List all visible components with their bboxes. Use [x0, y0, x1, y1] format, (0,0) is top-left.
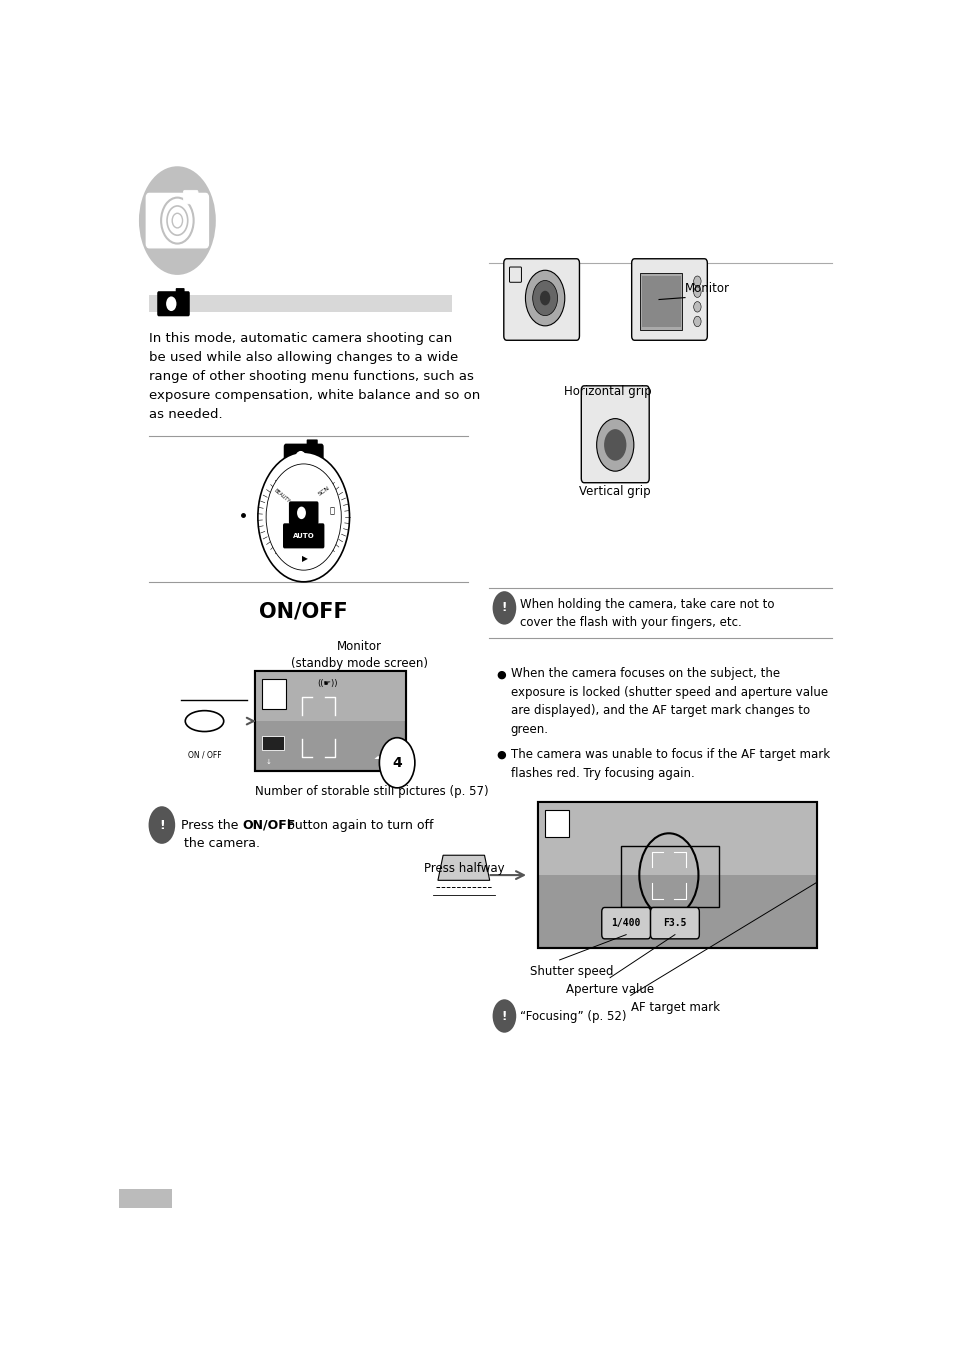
Text: ON/OFF: ON/OFF — [242, 818, 295, 832]
FancyBboxPatch shape — [650, 908, 699, 939]
Text: AF target mark: AF target mark — [630, 1000, 719, 1014]
FancyBboxPatch shape — [175, 288, 184, 297]
Circle shape — [492, 592, 516, 624]
Circle shape — [149, 806, 175, 844]
Circle shape — [693, 316, 700, 327]
FancyBboxPatch shape — [306, 440, 317, 451]
Text: In this mode, automatic camera shooting can
be used while also allowing changes : In this mode, automatic camera shooting … — [149, 332, 479, 421]
Text: ((☛)): ((☛)) — [316, 680, 337, 688]
Text: button again to turn off: button again to turn off — [283, 818, 434, 832]
Text: Shutter speed: Shutter speed — [530, 965, 613, 978]
Text: Press halfway: Press halfway — [423, 862, 503, 875]
Text: Aperture value: Aperture value — [565, 982, 653, 996]
Text: ▶: ▶ — [302, 555, 308, 563]
Text: ON / OFF: ON / OFF — [188, 750, 221, 760]
FancyBboxPatch shape — [580, 385, 649, 483]
FancyBboxPatch shape — [509, 267, 521, 282]
FancyBboxPatch shape — [601, 908, 650, 939]
Polygon shape — [437, 855, 489, 881]
Text: 1/400: 1/400 — [611, 919, 640, 928]
Text: ☁: ☁ — [374, 752, 382, 761]
FancyBboxPatch shape — [641, 275, 679, 327]
FancyBboxPatch shape — [119, 1189, 172, 1208]
Text: ON/OFF: ON/OFF — [259, 601, 348, 622]
FancyBboxPatch shape — [537, 802, 816, 875]
Circle shape — [693, 275, 700, 286]
FancyBboxPatch shape — [283, 524, 324, 548]
FancyBboxPatch shape — [157, 292, 190, 316]
Circle shape — [294, 451, 306, 468]
Circle shape — [693, 301, 700, 312]
Circle shape — [532, 281, 557, 316]
Text: ●: ● — [497, 749, 506, 760]
Text: AUTO: AUTO — [293, 533, 314, 539]
Text: Number of storable still pictures (p. 57): Number of storable still pictures (p. 57… — [254, 784, 488, 798]
Text: Press the: Press the — [181, 818, 242, 832]
FancyBboxPatch shape — [544, 810, 568, 837]
Text: Horizontal grip: Horizontal grip — [563, 384, 651, 398]
Circle shape — [257, 452, 349, 582]
FancyBboxPatch shape — [283, 444, 323, 475]
FancyBboxPatch shape — [631, 259, 706, 341]
FancyBboxPatch shape — [254, 672, 406, 771]
Text: ꩜: ꩜ — [329, 506, 334, 516]
Text: When the camera focuses on the subject, the
exposure is locked (shutter speed an: When the camera focuses on the subject, … — [510, 668, 827, 735]
Circle shape — [603, 429, 626, 460]
FancyBboxPatch shape — [146, 194, 208, 248]
Text: !: ! — [159, 818, 165, 832]
FancyBboxPatch shape — [183, 190, 198, 204]
Text: ●: ● — [497, 669, 506, 680]
Circle shape — [379, 738, 415, 788]
Circle shape — [539, 290, 550, 305]
FancyBboxPatch shape — [262, 735, 284, 750]
Circle shape — [492, 999, 516, 1033]
FancyBboxPatch shape — [149, 296, 452, 312]
FancyBboxPatch shape — [289, 501, 318, 524]
Circle shape — [693, 286, 700, 297]
Text: !: ! — [501, 1010, 507, 1023]
Text: Monitor: Monitor — [684, 282, 729, 296]
FancyBboxPatch shape — [537, 802, 816, 949]
Text: the camera.: the camera. — [184, 836, 260, 849]
FancyBboxPatch shape — [262, 680, 286, 708]
FancyBboxPatch shape — [639, 273, 681, 330]
Text: Monitor
(standby mode screen): Monitor (standby mode screen) — [291, 641, 428, 670]
Text: The camera was unable to focus if the AF target mark
flashes red. Try focusing a: The camera was unable to focus if the AF… — [510, 748, 829, 779]
Text: “Focusing” (p. 52): “Focusing” (p. 52) — [519, 1010, 626, 1023]
Circle shape — [266, 464, 341, 570]
Text: 4: 4 — [392, 756, 401, 769]
Ellipse shape — [185, 711, 224, 731]
Text: ↓: ↓ — [266, 759, 272, 764]
Text: SCN: SCN — [317, 486, 331, 497]
Circle shape — [139, 167, 215, 275]
Text: BEAUTY: BEAUTY — [273, 489, 291, 505]
Text: !: ! — [501, 601, 507, 615]
Circle shape — [596, 418, 633, 471]
Text: F3.5: F3.5 — [662, 919, 686, 928]
Circle shape — [166, 296, 176, 311]
FancyBboxPatch shape — [254, 672, 406, 721]
Circle shape — [296, 506, 306, 520]
Circle shape — [525, 270, 564, 326]
Text: When holding the camera, take care not to
cover the flash with your fingers, etc: When holding the camera, take care not t… — [519, 598, 774, 628]
FancyBboxPatch shape — [503, 259, 578, 341]
Text: Vertical grip: Vertical grip — [578, 484, 650, 498]
